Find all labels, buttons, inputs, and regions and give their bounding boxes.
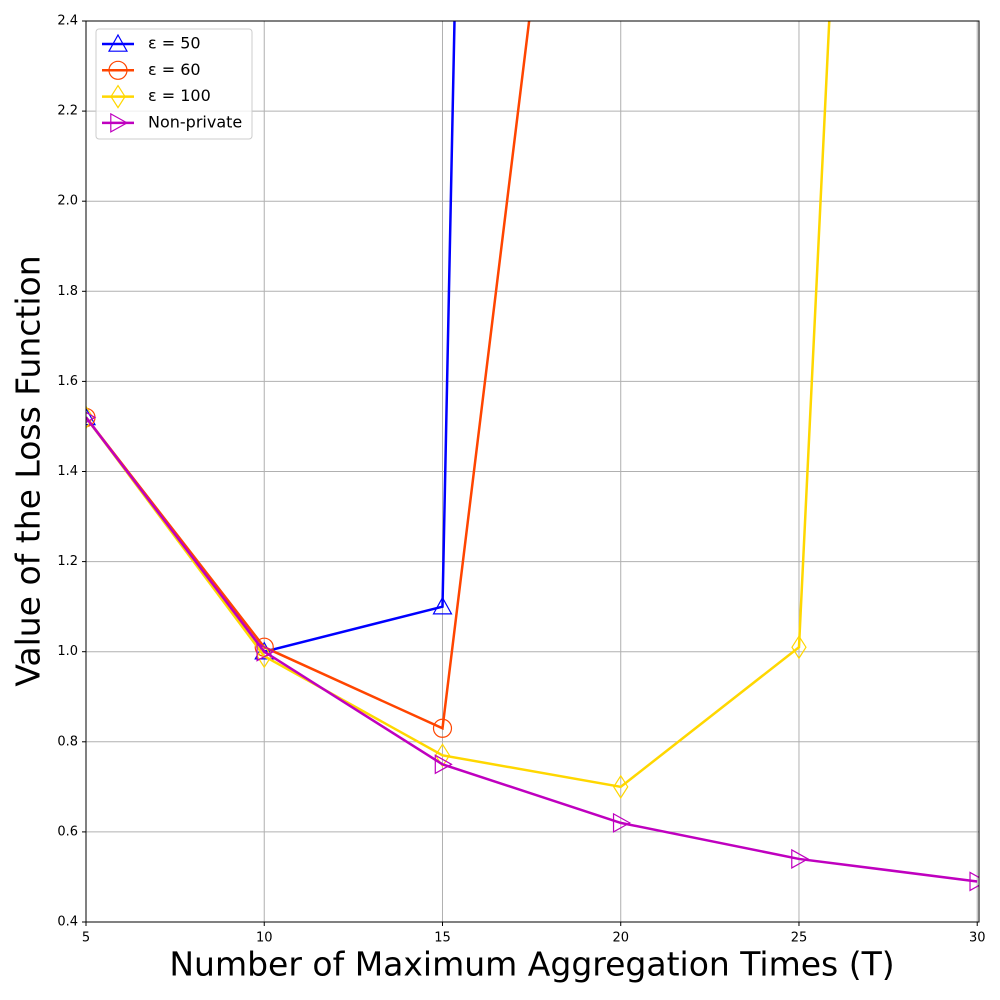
data-point: [791, 848, 810, 869]
y-tick-label: 1.6: [57, 374, 78, 389]
ticks: 5 10 15 20 25 30 0.4 0.6 0.8 1.0 1.2 1.4 1.6 1.8 2.0 2.…: [57, 14, 985, 946]
y-tick-label: 1.0: [57, 644, 78, 659]
y-tick-label: 0.4: [57, 915, 78, 930]
data-point: [86, 407, 97, 426]
x-tick-label: 25: [791, 931, 808, 946]
data-point: [434, 743, 451, 768]
data-point: [432, 718, 453, 738]
x-axis-title: Number of Maximum Aggregation Times (T): [169, 945, 894, 984]
data-point: [969, 871, 979, 892]
series-line: [86, 21, 531, 731]
series-line: [86, 416, 978, 883]
legend-marker: [110, 84, 126, 109]
data-point: [791, 635, 807, 660]
plot-area: [86, 21, 979, 892]
data-point: [86, 405, 94, 430]
y-axis-title: Value of the Loss Function: [9, 255, 48, 686]
y-tick-label: 0.8: [57, 734, 78, 749]
y-tick-label: 2.0: [57, 194, 78, 209]
y-tick-label: 2.4: [57, 14, 78, 29]
y-tick-label: 0.6: [57, 824, 78, 839]
legend-label: Non-private: [148, 112, 242, 131]
data-point: [86, 411, 97, 424]
x-tick-label: 30: [969, 931, 986, 946]
legend-box: [95, 28, 253, 140]
y-tick-label: 2.2: [57, 104, 78, 119]
grid: [85, 20, 979, 923]
legend-marker: [107, 33, 129, 52]
data-point: [434, 754, 453, 775]
legend-marker: [108, 60, 128, 80]
x-tick-label: 5: [82, 931, 90, 946]
data-point: [254, 637, 274, 657]
legend: ε = 50 ε = 60 ε = 100 Non-private: [95, 28, 253, 140]
legend-marker: [110, 112, 129, 133]
data-point: [256, 644, 272, 669]
data-point: [612, 812, 631, 833]
legend-label: ε = 50: [148, 34, 201, 53]
data-point: [432, 596, 453, 615]
y-tick-label: 1.2: [57, 554, 78, 569]
y-tick-label: 1.8: [57, 284, 78, 299]
series-line: [86, 21, 831, 789]
legend-label: ε = 60: [148, 60, 201, 79]
data-point: [256, 641, 275, 662]
data-point: [613, 774, 629, 799]
y-tick-label: 1.4: [57, 464, 78, 479]
legend-label: ε = 100: [148, 86, 211, 105]
x-tick-label: 20: [612, 931, 629, 946]
x-tick-label: 10: [256, 931, 273, 946]
x-tick-label: 15: [434, 931, 451, 946]
